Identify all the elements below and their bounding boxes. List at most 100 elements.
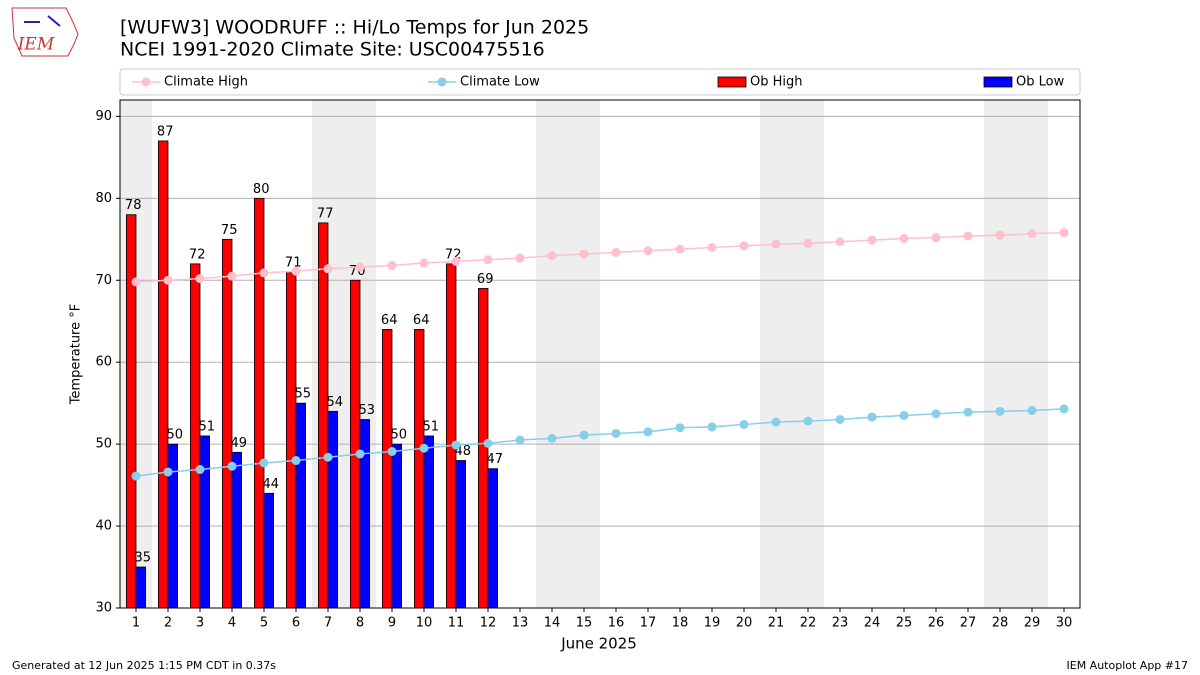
point [515,253,525,263]
footer-left: Generated at 12 Jun 2025 1:15 PM CDT in … [12,659,276,672]
x-tick-label: 23 [832,616,849,631]
point [227,461,237,471]
point [515,435,525,445]
bar [487,468,499,609]
bar [126,214,137,609]
bar [199,435,211,609]
data-label: 53 [359,403,376,418]
point [1059,228,1069,238]
bar [381,329,393,609]
point [835,415,845,425]
x-axis-label: June 2025 [560,635,637,653]
y-tick-label: 90 [95,109,112,124]
x-tick-label: 22 [800,616,817,631]
point [1027,229,1037,239]
data-label: 71 [285,256,302,271]
y-tick-label: 60 [95,355,112,370]
data-label: 44 [263,477,280,492]
point [195,465,205,475]
x-tick-label: 8 [356,616,364,631]
weekend-shade [984,100,1016,608]
point [579,430,589,440]
weekend-shade [792,100,824,608]
x-tick-label: 24 [864,616,881,631]
data-label: 69 [477,272,494,287]
bar [455,460,467,609]
bar [231,451,243,609]
x-tick-label: 25 [896,616,913,631]
point [355,449,365,459]
chart-subtitle: NCEI 1991-2020 Climate Site: USC00475516 [120,39,545,61]
bar [157,140,169,609]
x-tick-label: 6 [292,616,300,631]
x-tick-label: 3 [196,616,204,631]
x-tick-label: 7 [324,616,332,631]
bar [349,279,361,609]
legend-box [119,68,1081,96]
bar [285,271,297,609]
x-tick-label: 1 [132,616,140,631]
bar [423,435,435,609]
point [227,271,237,281]
line [135,408,1065,477]
y-tick-label: 80 [95,191,112,206]
x-tick-label: 12 [480,616,497,631]
legend-swatch [717,76,747,88]
x-tick-label: 26 [928,616,945,631]
point [771,417,781,427]
point [483,438,493,448]
point [931,233,941,243]
bar [477,288,489,609]
point [739,419,749,429]
point [259,268,269,278]
point [131,277,141,287]
logo-text: IEM [17,35,55,55]
point [163,467,173,477]
x-tick-label: 14 [544,616,561,631]
point [291,456,301,466]
footer-right: IEM Autoplot App #17 [1067,659,1189,672]
x-tick-label: 20 [736,616,753,631]
bar [391,443,403,609]
data-label: 35 [135,551,152,566]
point [483,255,493,265]
point [963,231,973,241]
bar [253,197,265,609]
data-label: 50 [391,428,408,443]
data-label: 72 [189,247,206,262]
plot-frame [119,99,1081,609]
x-tick-label: 16 [608,616,625,631]
weekend-shade [760,100,792,608]
point [739,241,749,251]
point [451,256,461,266]
point [867,412,877,422]
legend-swatch [141,77,151,87]
legend-label: Climate High [164,75,248,90]
weekend-shade [536,100,568,608]
y-tick-label: 70 [95,273,112,288]
point [707,242,717,252]
line [135,231,1065,283]
point [195,274,205,284]
x-tick-label: 21 [768,616,785,631]
bar [135,566,147,609]
y-tick-label: 50 [95,437,112,452]
bar [189,263,201,609]
logo: IEM [11,7,79,57]
point [451,440,461,450]
point [323,452,333,462]
data-label: 51 [423,419,440,434]
x-tick-label: 4 [228,616,236,631]
point [899,233,909,243]
x-tick-label: 11 [448,616,465,631]
data-label: 77 [317,206,334,221]
point [675,244,685,254]
x-tick-label: 2 [164,616,172,631]
x-tick-label: 9 [388,616,396,631]
legend-swatch [437,77,447,87]
y-tick-label: 30 [95,601,112,616]
bar [263,492,275,609]
point [419,443,429,453]
data-label: 78 [125,198,142,213]
